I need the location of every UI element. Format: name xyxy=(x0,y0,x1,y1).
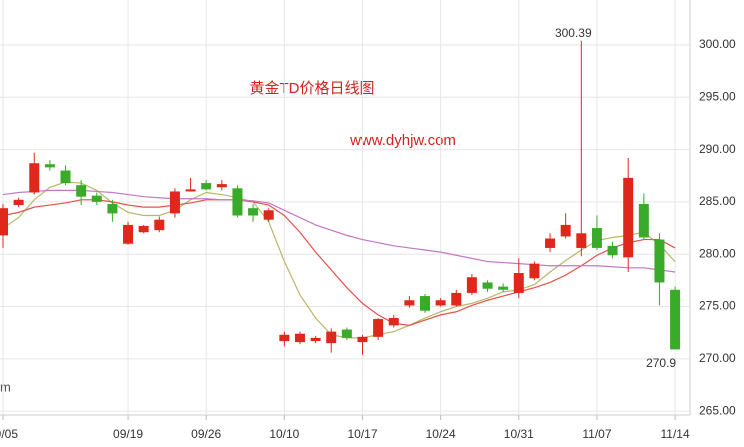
y-tick-label: 300.00 xyxy=(699,37,736,51)
x-tick-label: 09/05 xyxy=(0,427,18,441)
candle-body xyxy=(498,286,509,290)
y-tick-label: 270.00 xyxy=(699,351,736,365)
candle-body xyxy=(357,336,368,343)
candle-body xyxy=(185,189,196,192)
moving-average-line xyxy=(2,181,676,339)
candle-body xyxy=(326,331,337,344)
high-annotation: 300.39 xyxy=(555,26,592,40)
candle-body xyxy=(560,224,571,237)
candle-body xyxy=(545,238,556,248)
candle-body xyxy=(513,273,524,293)
candle-body xyxy=(373,319,384,337)
candle-body xyxy=(576,233,587,248)
y-tick-label: 295.00 xyxy=(699,89,736,103)
candle-body xyxy=(435,300,446,306)
candle-body xyxy=(216,184,227,188)
x-tick-label: 10/17 xyxy=(347,427,377,441)
y-tick-label: 275.00 xyxy=(699,299,736,313)
candle-body xyxy=(169,191,180,214)
candle-body xyxy=(310,337,321,342)
moving-average-line xyxy=(2,189,676,273)
candle-body xyxy=(107,203,118,214)
x-tick-label: 10/24 xyxy=(426,427,456,441)
candle-body xyxy=(623,177,634,258)
candle-body xyxy=(138,225,149,233)
candle-body xyxy=(29,163,40,193)
candle-body xyxy=(466,277,477,293)
chart-title: 黄金TD价格日线图 xyxy=(250,80,375,97)
candle-body xyxy=(607,245,618,256)
candle-body xyxy=(638,203,649,238)
candle-body xyxy=(154,219,165,231)
x-tick-label: 10/10 xyxy=(269,427,299,441)
candle-body xyxy=(279,334,290,342)
candle-body xyxy=(60,170,71,184)
candle-body xyxy=(201,183,212,190)
x-tick-label: 10/31 xyxy=(504,427,534,441)
candle-body xyxy=(91,195,102,202)
candle-body xyxy=(388,318,399,326)
candle-body xyxy=(420,296,431,311)
candle-body xyxy=(13,199,24,206)
y-tick-label: 280.00 xyxy=(699,246,736,260)
candle-body xyxy=(451,292,462,306)
candle-body xyxy=(263,210,274,220)
low-annotation: 270.9 xyxy=(646,356,676,370)
moving-average-line xyxy=(2,199,676,326)
candle-body xyxy=(294,333,305,343)
x-tick-label: 09/19 xyxy=(113,427,143,441)
candle-body xyxy=(529,263,540,279)
candle-body xyxy=(0,208,8,236)
candle-body xyxy=(248,208,259,216)
y-tick-label: 290.00 xyxy=(699,142,736,156)
candle-body xyxy=(482,282,493,289)
candle-body xyxy=(232,188,243,216)
y-tick-label: 265.00 xyxy=(699,403,736,417)
candle-body xyxy=(123,224,134,244)
side-label: m xyxy=(0,379,11,394)
candle-body xyxy=(670,289,681,350)
candle-body xyxy=(654,239,665,283)
chart-subtitle: www.dyhjw.com xyxy=(349,132,456,149)
candle-body xyxy=(76,185,87,197)
candle-body xyxy=(44,164,55,168)
candle-body xyxy=(591,228,602,248)
candle-body xyxy=(341,329,352,338)
x-tick-label: 11/14 xyxy=(661,427,690,441)
x-tick-label: 11/07 xyxy=(582,427,611,441)
y-tick-label: 285.00 xyxy=(699,194,736,208)
x-tick-label: 09/26 xyxy=(191,427,221,441)
candle-body xyxy=(404,300,415,306)
